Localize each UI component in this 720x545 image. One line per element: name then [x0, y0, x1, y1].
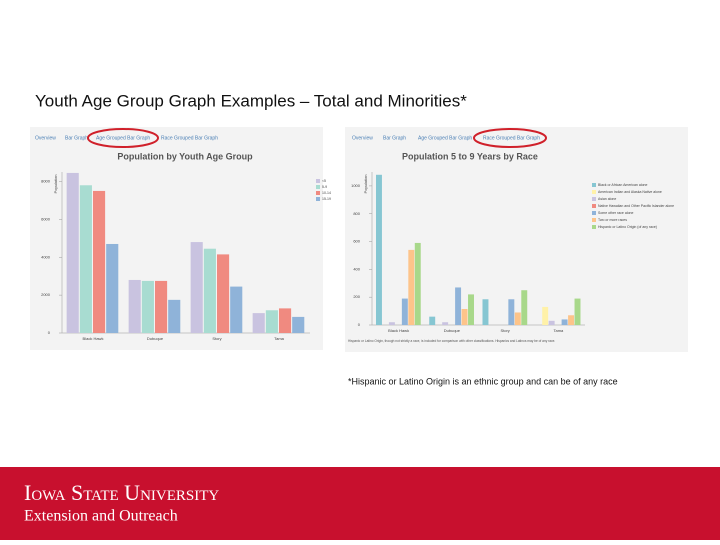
bar	[252, 313, 265, 333]
tab: Bar Graph	[383, 135, 406, 141]
bar	[408, 249, 415, 325]
tab: Race Grouped Bar Graph	[161, 135, 218, 141]
y-tick-label: 600	[353, 239, 360, 244]
chart-title: Population by Youth Age Group	[117, 151, 253, 161]
legend-swatch	[316, 185, 320, 189]
legend-label: 10-14	[322, 191, 331, 195]
bar	[279, 308, 292, 333]
y-tick-label: 1000	[351, 183, 361, 188]
x-tick-label: Black Hawk	[83, 336, 104, 341]
bar	[568, 315, 575, 325]
legend-swatch	[592, 183, 596, 187]
bar	[548, 320, 555, 325]
highlight-ellipse	[473, 128, 547, 148]
legend-swatch	[316, 191, 320, 195]
bar	[542, 306, 549, 325]
x-tick-label: Story	[500, 328, 509, 333]
bar	[79, 185, 92, 333]
bar	[230, 286, 243, 333]
legend-label: Two or more races	[598, 218, 627, 222]
y-axis-label: Population	[53, 175, 58, 194]
legend-label: Black or African American alone	[598, 183, 647, 187]
y-tick-label: 0	[48, 330, 51, 335]
brand-unit: Extension and Outreach	[24, 508, 178, 525]
y-tick-label: 400	[353, 266, 360, 271]
bar	[414, 242, 421, 325]
legend-swatch	[592, 190, 596, 194]
legend-swatch	[592, 218, 596, 222]
bar	[292, 316, 305, 333]
footnote: *Hispanic or Latino Origin is an ethnic …	[348, 376, 618, 386]
x-tick-label: Dubuque	[444, 328, 461, 333]
y-tick-label: 2000	[41, 292, 51, 297]
legend-swatch	[592, 204, 596, 208]
tab: Bar Graph	[65, 135, 88, 141]
legend-swatch	[592, 211, 596, 215]
bar	[561, 319, 568, 325]
bar	[128, 279, 141, 333]
bar	[375, 174, 382, 325]
legend-swatch	[316, 197, 320, 201]
y-tick-label: 200	[353, 294, 360, 299]
x-tick-label: Story	[212, 336, 221, 341]
y-tick-label: 0	[358, 322, 361, 327]
bar	[203, 248, 216, 333]
footer-band	[0, 467, 720, 540]
bar	[66, 172, 79, 333]
bar	[217, 254, 230, 333]
legend-label: Some other race alone	[598, 211, 633, 215]
legend-swatch	[316, 179, 320, 183]
tab: Age Grouped Bar Graph	[96, 135, 150, 141]
bar	[508, 299, 515, 325]
legend-label: <5	[322, 179, 326, 183]
bar	[461, 309, 468, 325]
slide-title: Youth Age Group Graph Examples – Total a…	[35, 91, 467, 110]
tab: Age Grouped Bar Graph	[418, 135, 472, 141]
x-tick-label: Tama	[553, 328, 564, 333]
y-tick-label: 8000	[41, 179, 51, 184]
bar	[388, 322, 395, 325]
bar	[155, 280, 168, 333]
x-tick-label: Dubuque	[147, 336, 164, 341]
bar	[429, 316, 436, 325]
tab: Race Grouped Bar Graph	[483, 135, 540, 141]
y-axis-label: Population	[363, 175, 368, 194]
x-tick-label: Black Hawk	[388, 328, 409, 333]
tab: Overview	[35, 135, 56, 141]
brand-name: Iowa State University	[24, 480, 219, 505]
chart-note: Hispanic or Latino Origin, though not st…	[348, 339, 555, 343]
bar	[168, 299, 181, 333]
y-tick-label: 4000	[41, 254, 51, 259]
bar	[401, 298, 408, 325]
bar	[521, 290, 528, 325]
legend-label: Native Hawaiian and Other Pacific Island…	[598, 204, 674, 208]
bar	[93, 190, 106, 333]
legend-swatch	[592, 225, 596, 229]
bar	[190, 242, 203, 333]
bar	[468, 294, 474, 325]
highlight-ellipse	[87, 128, 159, 148]
bar	[482, 299, 489, 325]
legend-label: 15-19	[322, 197, 331, 201]
bar	[141, 280, 154, 333]
bar	[514, 312, 521, 325]
legend-label: Asian alone	[598, 197, 616, 201]
legend-label: 5-9	[322, 185, 327, 189]
bar	[574, 298, 581, 325]
y-tick-label: 800	[353, 211, 360, 216]
bar	[265, 310, 278, 333]
y-tick-label: 6000	[41, 216, 51, 221]
bar	[455, 287, 462, 325]
tab: Overview	[352, 135, 373, 141]
bar	[106, 243, 119, 333]
bar	[442, 322, 449, 325]
legend-label: Hispanic or Latino Origin (of any race)	[598, 225, 657, 229]
legend-swatch	[592, 197, 596, 201]
chart-title: Population 5 to 9 Years by Race	[402, 151, 538, 161]
legend-label: American Indian and Alaska Native alone	[598, 190, 662, 194]
x-tick-label: Tama	[274, 336, 285, 341]
